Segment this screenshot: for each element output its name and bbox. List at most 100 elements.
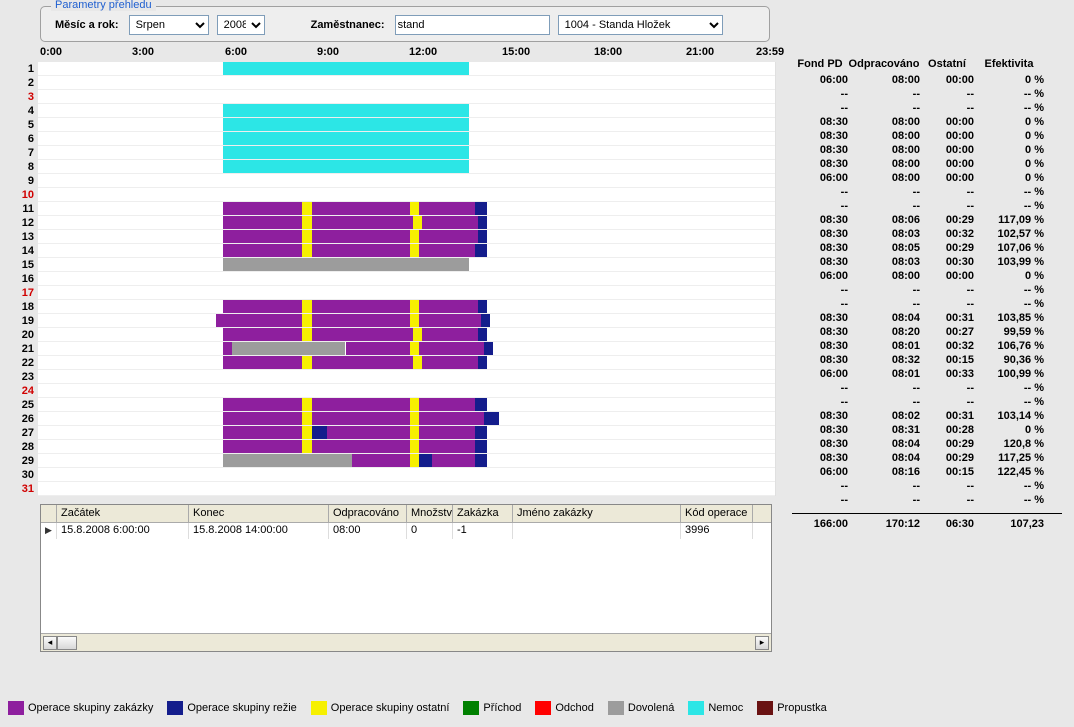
segment-zakazky[interactable] (223, 300, 303, 313)
day-track[interactable] (38, 202, 776, 216)
segment-ostatni[interactable] (413, 216, 422, 229)
day-track[interactable] (38, 370, 776, 384)
day-track[interactable] (38, 118, 776, 132)
segment-zakazky[interactable] (312, 314, 410, 327)
day-track[interactable] (38, 146, 776, 160)
day-track[interactable] (38, 468, 776, 482)
segment-ostatni[interactable] (410, 440, 419, 453)
day-track[interactable] (38, 398, 776, 412)
day-row[interactable]: 27 (8, 426, 778, 440)
segment-ostatni[interactable] (410, 454, 419, 467)
day-track[interactable] (38, 104, 776, 118)
day-track[interactable] (38, 426, 776, 440)
segment-zakazky[interactable] (432, 454, 475, 467)
detail-column-header[interactable]: Jméno zakázky (513, 505, 681, 522)
segment-zakazky[interactable] (419, 398, 474, 411)
segment-ostatni[interactable] (413, 356, 422, 369)
day-track[interactable] (38, 188, 776, 202)
segment-ostatni[interactable] (410, 398, 419, 411)
day-track[interactable] (38, 286, 776, 300)
day-row[interactable]: 15 (8, 258, 778, 272)
day-row[interactable]: 5 (8, 118, 778, 132)
segment-zakazky[interactable] (419, 300, 477, 313)
segment-zakazky[interactable] (312, 398, 410, 411)
detail-column-header[interactable] (41, 505, 57, 522)
segment-rezie[interactable] (475, 454, 487, 467)
segment-zakazky[interactable] (223, 230, 303, 243)
day-row[interactable]: 23 (8, 370, 778, 384)
day-track[interactable] (38, 216, 776, 230)
day-track[interactable] (38, 258, 776, 272)
day-track[interactable] (38, 272, 776, 286)
scroll-thumb[interactable] (57, 636, 77, 650)
select-year[interactable]: 2008 (217, 15, 265, 35)
segment-ostatni[interactable] (410, 244, 419, 257)
segment-zakazky[interactable] (419, 244, 474, 257)
segment-zakazky[interactable] (419, 412, 484, 425)
detail-column-header[interactable]: Konec (189, 505, 329, 522)
day-track[interactable] (38, 384, 776, 398)
segment-zakazky[interactable] (223, 398, 303, 411)
segment-zakazky[interactable] (422, 328, 477, 341)
day-track[interactable] (38, 160, 776, 174)
segment-ostatni[interactable] (302, 440, 311, 453)
segment-nemoc[interactable] (223, 146, 469, 159)
segment-rezie[interactable] (312, 426, 327, 439)
segment-zakazky[interactable] (422, 216, 477, 229)
day-track[interactable] (38, 62, 776, 76)
segment-ostatni[interactable] (413, 328, 422, 341)
segment-zakazky[interactable] (216, 314, 302, 327)
segment-rezie[interactable] (478, 216, 487, 229)
segment-zakazky[interactable] (422, 356, 477, 369)
segment-zakazky[interactable] (419, 230, 477, 243)
day-track[interactable] (38, 328, 776, 342)
day-row[interactable]: 16 (8, 272, 778, 286)
day-track[interactable] (38, 174, 776, 188)
day-row[interactable]: 7 (8, 146, 778, 160)
day-row[interactable]: 17 (8, 286, 778, 300)
detail-row[interactable]: 15.8.2008 6:00:0015.8.2008 14:00:0008:00… (41, 523, 771, 539)
segment-ostatni[interactable] (302, 426, 311, 439)
day-row[interactable]: 19 (8, 314, 778, 328)
day-row[interactable]: 9 (8, 174, 778, 188)
segment-zakazky[interactable] (327, 426, 410, 439)
segment-ostatni[interactable] (302, 216, 311, 229)
segment-rezie[interactable] (419, 454, 431, 467)
segment-ostatni[interactable] (302, 328, 311, 341)
segment-rezie[interactable] (484, 412, 499, 425)
segment-nemoc[interactable] (223, 118, 469, 131)
day-row[interactable]: 3 (8, 90, 778, 104)
day-track[interactable] (38, 482, 776, 496)
day-track[interactable] (38, 300, 776, 314)
segment-ostatni[interactable] (410, 342, 419, 355)
segment-ostatni[interactable] (410, 314, 419, 327)
segment-rezie[interactable] (475, 244, 487, 257)
segment-zakazky[interactable] (312, 300, 410, 313)
day-row[interactable]: 22 (8, 356, 778, 370)
day-track[interactable] (38, 342, 776, 356)
day-row[interactable]: 6 (8, 132, 778, 146)
day-row[interactable]: 26 (8, 412, 778, 426)
segment-rezie[interactable] (481, 314, 490, 327)
segment-zakazky[interactable] (312, 328, 413, 341)
segment-zakazky[interactable] (223, 342, 232, 355)
day-track[interactable] (38, 314, 776, 328)
segment-zakazky[interactable] (312, 440, 410, 453)
segment-nemoc[interactable] (223, 132, 469, 145)
day-row[interactable]: 4 (8, 104, 778, 118)
scroll-right-icon[interactable]: ▸ (755, 636, 769, 650)
day-row[interactable]: 13 (8, 230, 778, 244)
detail-scrollbar[interactable]: ◂ ▸ (41, 633, 771, 651)
day-row[interactable]: 20 (8, 328, 778, 342)
segment-rezie[interactable] (478, 356, 487, 369)
detail-column-header[interactable]: Odpracováno (329, 505, 407, 522)
segment-ostatni[interactable] (302, 356, 311, 369)
day-track[interactable] (38, 440, 776, 454)
day-row[interactable]: 10 (8, 188, 778, 202)
day-row[interactable]: 29 (8, 454, 778, 468)
segment-rezie[interactable] (478, 230, 487, 243)
segment-zakazky[interactable] (223, 412, 303, 425)
detail-column-header[interactable]: Zakázka (453, 505, 513, 522)
segment-zakazky[interactable] (419, 342, 484, 355)
segment-ostatni[interactable] (410, 202, 419, 215)
